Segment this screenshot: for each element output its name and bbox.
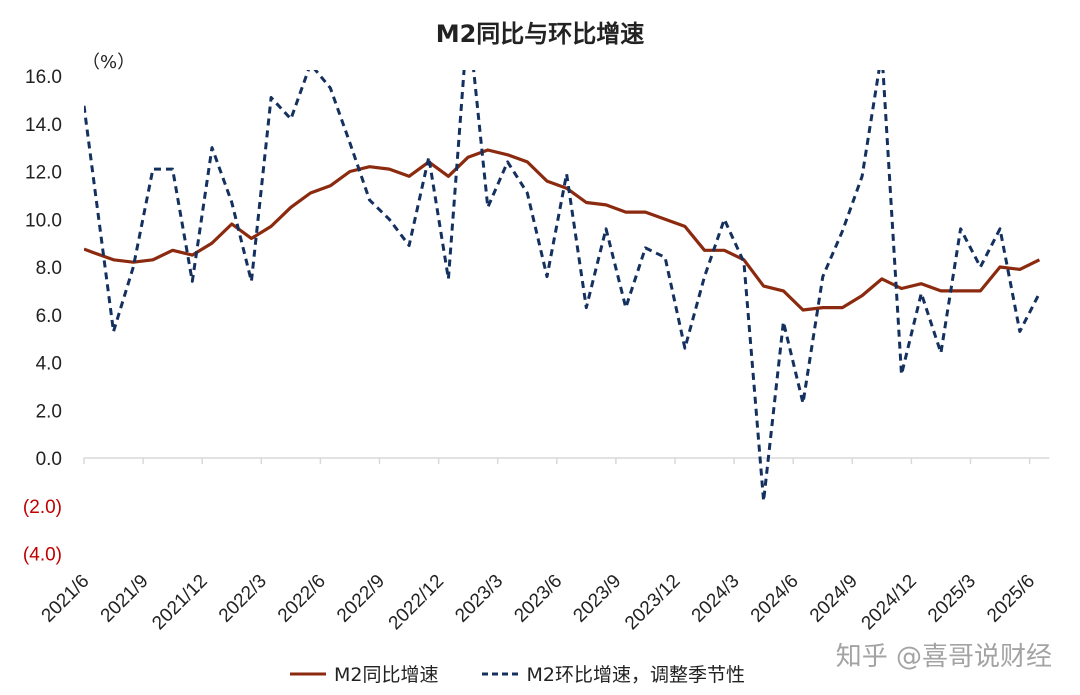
x-tick-label: 2022/9	[333, 571, 389, 627]
series-line-mom	[84, 70, 1041, 503]
y-tick-label: (2.0)	[23, 497, 62, 518]
watermark: 知乎 @喜哥说财经	[835, 642, 1052, 672]
y-tick-label: 4.0	[36, 354, 62, 375]
legend-label-yoy: M2同比增速	[334, 664, 439, 686]
x-tick-label: 2024/3	[688, 571, 744, 627]
x-tick-label: 2024/12	[858, 571, 921, 634]
x-tick-label: 2024/9	[806, 571, 862, 627]
x-tick-label: 2023/9	[569, 571, 625, 627]
y-tick-label: 14.0	[25, 115, 62, 136]
legend-item-mom: M2环比增速，调整季节性	[482, 660, 745, 687]
y-tick-label: (4.0)	[23, 545, 62, 566]
x-tick-label: 2024/6	[747, 571, 803, 627]
x-tick-label: 2021/12	[148, 571, 211, 634]
x-tick-label: 2022/12	[385, 571, 448, 634]
y-axis-unit: （%）	[82, 52, 136, 73]
legend-dashed-swatch	[482, 672, 519, 675]
x-tick-label: 2022/6	[274, 571, 330, 627]
x-tick-label: 2025/6	[983, 571, 1039, 627]
legend-item-yoy: M2同比增速	[290, 660, 438, 687]
x-tick-label: 2023/3	[451, 571, 507, 627]
legend-solid-swatch	[290, 672, 326, 675]
legend: M2同比增速 M2环比增速，调整季节性	[290, 660, 775, 687]
y-tick-label: 10.0	[25, 210, 62, 231]
series-line-yoy	[84, 148, 1041, 312]
x-tick-label: 2023/6	[510, 571, 566, 627]
legend-label-mom: M2环比增速，调整季节性	[526, 664, 745, 686]
y-tick-label: 2.0	[36, 401, 62, 422]
y-tick-label: 12.0	[25, 163, 62, 184]
chart-title: M2同比与环比增速	[435, 20, 645, 48]
y-tick-label: 6.0	[36, 306, 62, 327]
x-tick-label: 2021/9	[97, 571, 153, 627]
y-tick-label: 8.0	[36, 258, 62, 279]
x-tick-label: 2025/3	[924, 571, 980, 627]
x-tick-label: 2022/3	[215, 571, 271, 627]
x-tick-label: 2021/6	[38, 571, 94, 627]
x-tick-label: 2023/12	[621, 571, 684, 634]
y-tick-label: 0.0	[36, 449, 62, 470]
y-tick-label: 16.0	[25, 67, 62, 88]
